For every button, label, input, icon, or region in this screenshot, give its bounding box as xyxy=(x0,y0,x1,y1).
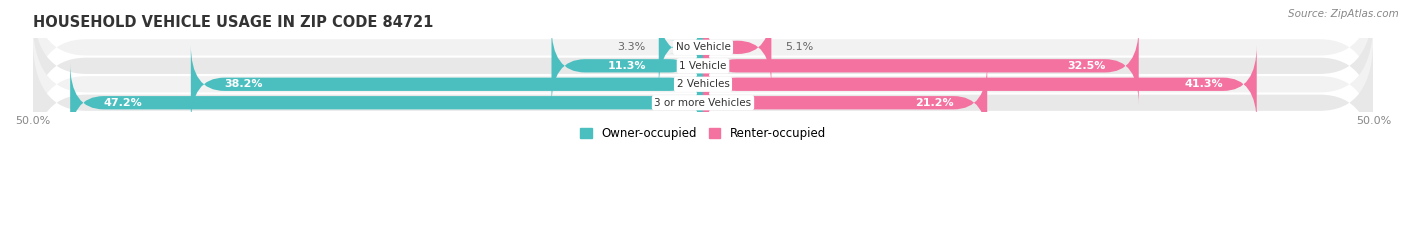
FancyBboxPatch shape xyxy=(703,45,1257,124)
FancyBboxPatch shape xyxy=(32,0,1374,113)
Text: 3.3%: 3.3% xyxy=(617,42,645,52)
Text: 5.1%: 5.1% xyxy=(785,42,813,52)
Text: 2 Vehicles: 2 Vehicles xyxy=(676,79,730,89)
Text: 11.3%: 11.3% xyxy=(607,61,647,71)
Text: 1 Vehicle: 1 Vehicle xyxy=(679,61,727,71)
FancyBboxPatch shape xyxy=(70,63,703,142)
FancyBboxPatch shape xyxy=(659,8,703,87)
Text: No Vehicle: No Vehicle xyxy=(675,42,731,52)
FancyBboxPatch shape xyxy=(703,63,987,142)
FancyBboxPatch shape xyxy=(703,26,1139,105)
Text: HOUSEHOLD VEHICLE USAGE IN ZIP CODE 84721: HOUSEHOLD VEHICLE USAGE IN ZIP CODE 8472… xyxy=(32,15,433,30)
Text: 32.5%: 32.5% xyxy=(1067,61,1105,71)
FancyBboxPatch shape xyxy=(191,45,703,124)
Text: Source: ZipAtlas.com: Source: ZipAtlas.com xyxy=(1288,9,1399,19)
Text: 47.2%: 47.2% xyxy=(104,98,142,108)
FancyBboxPatch shape xyxy=(32,37,1374,168)
FancyBboxPatch shape xyxy=(32,19,1374,150)
FancyBboxPatch shape xyxy=(551,26,703,105)
Text: 41.3%: 41.3% xyxy=(1185,79,1223,89)
FancyBboxPatch shape xyxy=(32,0,1374,132)
FancyBboxPatch shape xyxy=(703,8,772,87)
Text: 21.2%: 21.2% xyxy=(915,98,953,108)
Text: 3 or more Vehicles: 3 or more Vehicles xyxy=(654,98,752,108)
Legend: Owner-occupied, Renter-occupied: Owner-occupied, Renter-occupied xyxy=(575,122,831,144)
Text: 38.2%: 38.2% xyxy=(225,79,263,89)
